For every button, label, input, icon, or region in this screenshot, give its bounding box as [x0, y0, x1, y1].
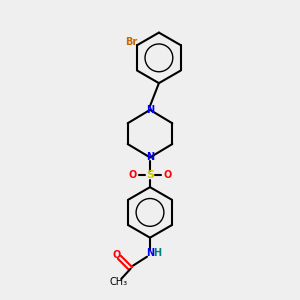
Text: S: S	[146, 170, 154, 180]
Text: H: H	[153, 248, 161, 258]
Text: O: O	[112, 250, 121, 260]
Text: CH₃: CH₃	[110, 277, 128, 287]
Text: O: O	[163, 170, 171, 180]
Text: N: N	[146, 105, 154, 115]
Text: Br: Br	[125, 37, 137, 47]
Text: O: O	[129, 170, 137, 180]
Text: N: N	[146, 248, 154, 258]
Text: N: N	[146, 152, 154, 162]
